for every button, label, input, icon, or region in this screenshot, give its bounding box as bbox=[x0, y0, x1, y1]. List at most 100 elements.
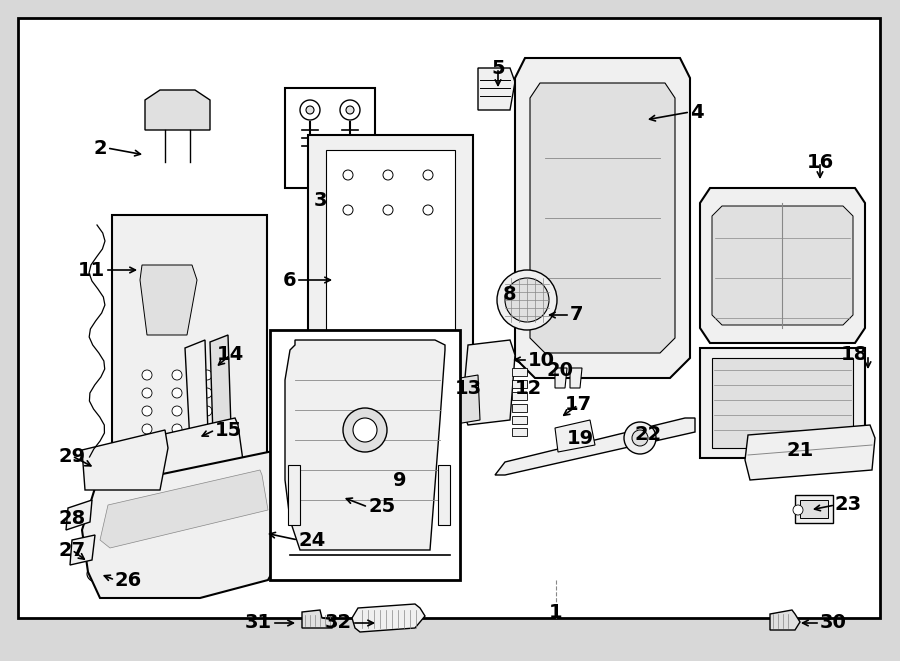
Ellipse shape bbox=[181, 518, 203, 534]
Circle shape bbox=[172, 370, 182, 380]
Polygon shape bbox=[112, 215, 267, 480]
Polygon shape bbox=[145, 90, 210, 130]
Bar bbox=[512, 368, 527, 376]
Bar bbox=[712, 358, 853, 448]
Polygon shape bbox=[495, 418, 695, 475]
Polygon shape bbox=[352, 604, 425, 632]
Polygon shape bbox=[140, 265, 197, 335]
Text: 4: 4 bbox=[690, 102, 704, 122]
Text: 9: 9 bbox=[393, 471, 407, 490]
Bar bbox=[512, 392, 527, 400]
Text: 15: 15 bbox=[215, 420, 242, 440]
Circle shape bbox=[300, 100, 320, 120]
Polygon shape bbox=[478, 68, 515, 110]
Bar bbox=[288, 465, 300, 525]
Polygon shape bbox=[770, 610, 800, 630]
Polygon shape bbox=[515, 58, 690, 378]
Circle shape bbox=[142, 388, 152, 398]
Circle shape bbox=[346, 106, 354, 114]
Bar bbox=[323, 480, 375, 508]
Circle shape bbox=[202, 370, 212, 380]
Text: 31: 31 bbox=[245, 613, 272, 633]
Polygon shape bbox=[555, 368, 567, 388]
Bar bbox=[700, 348, 865, 458]
Circle shape bbox=[172, 442, 182, 452]
Bar bbox=[326, 364, 455, 368]
Text: 23: 23 bbox=[835, 496, 862, 514]
Polygon shape bbox=[462, 340, 515, 425]
Ellipse shape bbox=[87, 565, 113, 583]
Circle shape bbox=[497, 270, 557, 330]
Bar bbox=[800, 500, 828, 518]
Circle shape bbox=[340, 484, 356, 500]
Circle shape bbox=[306, 106, 314, 114]
Circle shape bbox=[340, 100, 360, 120]
Circle shape bbox=[343, 408, 387, 452]
Text: 11: 11 bbox=[77, 260, 105, 280]
Text: 10: 10 bbox=[528, 350, 555, 369]
Bar bbox=[270, 330, 460, 580]
Circle shape bbox=[172, 424, 182, 434]
Circle shape bbox=[624, 422, 656, 454]
Text: 18: 18 bbox=[841, 346, 868, 364]
Text: 14: 14 bbox=[216, 346, 244, 364]
Polygon shape bbox=[530, 83, 675, 353]
Bar bbox=[795, 495, 833, 523]
Polygon shape bbox=[185, 340, 208, 443]
Circle shape bbox=[142, 370, 152, 380]
Circle shape bbox=[505, 278, 549, 322]
Text: 2: 2 bbox=[94, 139, 107, 157]
Bar bbox=[326, 352, 455, 356]
Text: 27: 27 bbox=[58, 541, 86, 559]
Bar bbox=[438, 465, 450, 525]
Circle shape bbox=[202, 442, 212, 452]
Circle shape bbox=[142, 406, 152, 416]
Text: 21: 21 bbox=[787, 440, 814, 459]
Bar bbox=[326, 340, 455, 344]
Text: 3: 3 bbox=[313, 190, 327, 210]
Text: 16: 16 bbox=[806, 153, 833, 171]
Circle shape bbox=[202, 424, 212, 434]
Circle shape bbox=[202, 388, 212, 398]
Polygon shape bbox=[308, 135, 473, 415]
Polygon shape bbox=[700, 188, 865, 343]
Circle shape bbox=[202, 406, 212, 416]
Text: 29: 29 bbox=[58, 446, 86, 465]
Polygon shape bbox=[70, 535, 95, 565]
Text: 19: 19 bbox=[566, 428, 594, 447]
Polygon shape bbox=[302, 610, 335, 628]
Circle shape bbox=[423, 205, 433, 215]
Text: 24: 24 bbox=[298, 531, 325, 549]
Bar bbox=[326, 346, 455, 350]
Circle shape bbox=[172, 388, 182, 398]
Text: 26: 26 bbox=[115, 570, 142, 590]
Bar bbox=[326, 358, 455, 362]
Circle shape bbox=[353, 418, 377, 442]
Circle shape bbox=[793, 505, 803, 515]
Circle shape bbox=[172, 406, 182, 416]
Circle shape bbox=[142, 442, 152, 452]
Circle shape bbox=[423, 170, 433, 180]
Text: 28: 28 bbox=[58, 508, 86, 527]
Circle shape bbox=[632, 430, 648, 446]
Circle shape bbox=[343, 205, 353, 215]
Polygon shape bbox=[712, 206, 853, 325]
Ellipse shape bbox=[149, 512, 171, 528]
Bar bbox=[512, 404, 527, 412]
Text: 1: 1 bbox=[549, 603, 562, 623]
Circle shape bbox=[383, 205, 393, 215]
Polygon shape bbox=[66, 500, 92, 530]
Ellipse shape bbox=[211, 522, 233, 538]
Polygon shape bbox=[570, 368, 582, 388]
Polygon shape bbox=[210, 335, 231, 436]
Text: 17: 17 bbox=[564, 395, 591, 414]
Bar bbox=[512, 416, 527, 424]
Polygon shape bbox=[160, 418, 245, 490]
Text: 12: 12 bbox=[515, 379, 542, 397]
Polygon shape bbox=[82, 430, 168, 490]
Circle shape bbox=[142, 424, 152, 434]
Polygon shape bbox=[745, 425, 875, 480]
Text: 30: 30 bbox=[820, 613, 847, 633]
Circle shape bbox=[343, 170, 353, 180]
Bar bbox=[326, 150, 455, 350]
